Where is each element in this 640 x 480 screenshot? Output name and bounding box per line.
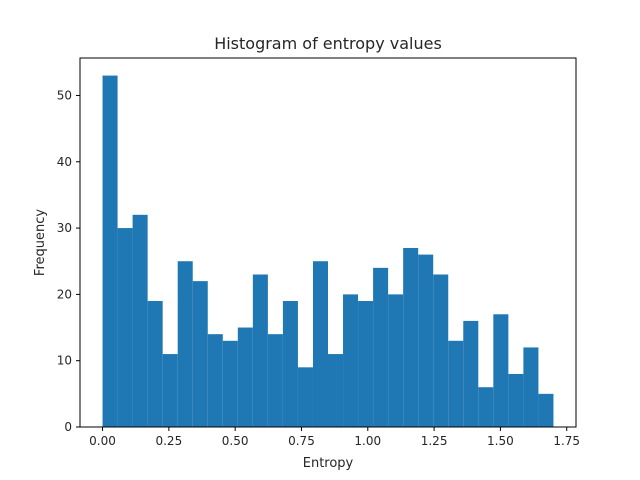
histogram-bar (102, 75, 118, 428)
histogram-bar (252, 274, 268, 427)
histogram-bar (448, 340, 464, 427)
histogram-bar (237, 327, 253, 427)
histogram-bar (207, 334, 223, 427)
x-ticks-group: 0.00 0.25 0.50 0.75 1.00 1.25 1.50 1.75 (89, 427, 580, 448)
y-tick-label: 20 (57, 287, 72, 301)
x-axis-label: Entropy (303, 456, 354, 471)
histogram-bar (508, 373, 524, 427)
x-tick-label: 1.75 (553, 434, 580, 448)
histogram-bar (132, 214, 148, 427)
histogram-bar (267, 334, 283, 427)
histogram-bar (222, 340, 238, 427)
histogram-bar (312, 261, 328, 427)
axes-frame (79, 57, 577, 428)
x-tick-label: 1.00 (354, 434, 381, 448)
histogram-bar (373, 267, 389, 427)
histogram-bar (403, 247, 419, 427)
x-tick-label: 0.25 (155, 434, 182, 448)
bars-group (102, 75, 554, 428)
x-tick-label: 0.75 (288, 434, 315, 448)
histogram-bar (297, 367, 313, 427)
histogram-bar (117, 228, 133, 427)
histogram-bar (328, 354, 344, 427)
y-tick-label: 50 (57, 88, 72, 102)
histogram-bar (343, 294, 359, 427)
histogram-bar (463, 320, 479, 427)
histogram-bar (418, 254, 434, 427)
histogram-bar (478, 387, 494, 427)
histogram-bar (282, 301, 298, 427)
x-tick-label: 1.25 (421, 434, 448, 448)
histogram-bar (358, 301, 374, 427)
y-tick-label: 40 (57, 155, 72, 169)
histogram-bar (177, 261, 193, 427)
histogram-bar (388, 294, 404, 427)
histogram-bar (538, 393, 554, 427)
y-tick-label: 0 (64, 420, 72, 434)
histogram-bar (162, 354, 178, 427)
y-tick-label: 30 (57, 221, 72, 235)
histogram-bar (493, 314, 509, 427)
histogram-bar (433, 274, 449, 427)
histogram-bar (192, 281, 208, 427)
x-tick-label: 0.50 (222, 434, 249, 448)
chart-title: Histogram of entropy values (214, 34, 442, 53)
y-ticks-group: 0 10 20 30 40 50 (57, 88, 80, 434)
x-tick-label: 1.50 (487, 434, 514, 448)
histogram-bar (147, 301, 163, 427)
y-axis-label: Frequency (33, 209, 48, 276)
y-tick-label: 10 (57, 354, 72, 368)
histogram-bar (523, 347, 539, 427)
x-tick-label: 0.00 (89, 434, 116, 448)
